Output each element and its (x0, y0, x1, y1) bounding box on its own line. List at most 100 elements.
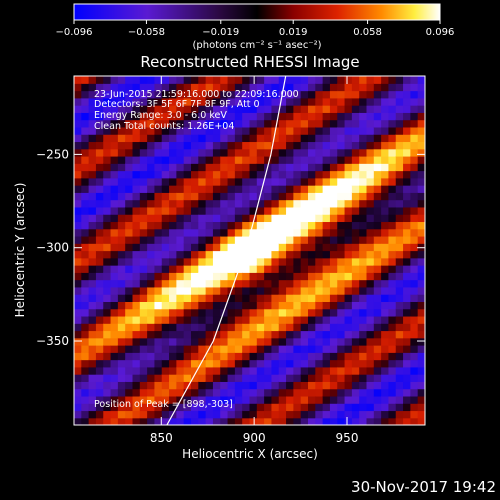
heatmap-cell (183, 272, 192, 281)
heatmap-cell (227, 323, 236, 332)
heatmap-cell (169, 214, 177, 223)
heatmap-cell (88, 76, 97, 84)
heatmap-cell (132, 250, 141, 259)
heatmap-cell (381, 417, 390, 425)
heatmap-cell (117, 352, 126, 361)
heatmap-cell (191, 381, 199, 390)
heatmap-cell (344, 134, 353, 143)
heatmap-cell (220, 345, 229, 353)
heatmap-cell (183, 199, 192, 208)
heatmap-cell (293, 83, 302, 92)
heatmap-cell (329, 345, 338, 353)
heatmap-cell (183, 257, 192, 266)
heatmap-cell (191, 279, 199, 288)
heatmap-cell (249, 243, 258, 252)
heatmap-cell (308, 388, 316, 397)
heatmap-cell (95, 374, 104, 382)
heatmap-cell (264, 352, 273, 361)
heatmap-cell (366, 199, 375, 208)
heatmap-cell (329, 286, 338, 295)
heatmap-cell (147, 265, 156, 273)
heatmap-cell (410, 141, 419, 150)
heatmap-cell (322, 279, 331, 288)
heatmap-cell (249, 265, 258, 273)
heatmap-cell (191, 185, 199, 193)
heatmap-cell (344, 199, 353, 208)
heatmap-cell (81, 119, 90, 128)
heatmap-cell (300, 395, 309, 404)
heatmap-cell (410, 395, 419, 404)
heatmap-cell (366, 90, 375, 99)
heatmap-cell (191, 272, 199, 281)
heatmap-cell (227, 417, 236, 425)
heatmap-cell (95, 243, 104, 252)
heatmap-cell (388, 315, 397, 324)
heatmap-cell (234, 279, 243, 288)
heatmap-cell (410, 243, 419, 252)
heatmap-cell (110, 417, 119, 425)
heatmap-cell (220, 148, 229, 157)
heatmap-cell (395, 294, 404, 302)
heatmap-cell (388, 410, 397, 419)
heatmap-cell (249, 345, 258, 353)
heatmap-cell (403, 381, 411, 390)
heatmap-cell (359, 105, 368, 113)
heatmap-cell (337, 199, 346, 208)
heatmap-cell (139, 119, 148, 128)
heatmap-cell (395, 83, 404, 92)
heatmap-cell (366, 97, 375, 106)
heatmap-cell (417, 403, 425, 412)
heatmap-cell (403, 330, 411, 339)
heatmap-cell (161, 134, 170, 143)
heatmap-cell (337, 97, 346, 106)
heatmap-cell (147, 192, 156, 201)
heatmap-cell (395, 221, 404, 230)
heatmap-cell (132, 352, 141, 361)
heatmap-cell (198, 112, 207, 121)
heatmap-cell (132, 359, 141, 368)
heatmap-cell (315, 410, 324, 419)
heatmap-cell (344, 381, 353, 390)
heatmap-cell (293, 286, 302, 295)
heatmap-cell (410, 352, 419, 361)
heatmap-cell (161, 214, 170, 223)
heatmap-cell (81, 279, 90, 288)
heatmap-cell (139, 294, 148, 302)
heatmap-cell (249, 286, 258, 295)
heatmap-cell (125, 279, 134, 288)
heatmap-cell (242, 228, 251, 237)
heatmap-cell (322, 243, 331, 252)
heatmap-cell (417, 141, 425, 150)
heatmap-cell (74, 141, 82, 150)
heatmap-cell (249, 185, 258, 193)
heatmap-cell (132, 337, 141, 346)
heatmap-cell (286, 352, 294, 361)
heatmap-cell (212, 337, 221, 346)
heatmap-cell (147, 410, 156, 419)
heatmap-cell (417, 105, 425, 113)
heatmap-cell (278, 265, 287, 273)
heatmap-cell (271, 301, 280, 310)
heatmap-cell (154, 126, 163, 135)
heatmap-cell (359, 265, 368, 273)
heatmap-cell (234, 148, 243, 157)
heatmap-cell (344, 206, 353, 215)
heatmap-cell (388, 185, 397, 193)
heatmap-cell (191, 366, 199, 375)
heatmap-cell (256, 279, 265, 288)
heatmap-cell (351, 410, 360, 419)
heatmap-cell (286, 257, 294, 266)
heatmap-cell (329, 395, 338, 404)
heatmap-cell (373, 134, 382, 143)
heatmap-cell (212, 90, 221, 99)
heatmap-cell (337, 155, 346, 164)
heatmap-cell (117, 192, 126, 201)
heatmap-cell (176, 126, 185, 135)
heatmap-cell (264, 417, 273, 425)
heatmap-cell (373, 105, 382, 113)
heatmap-cell (132, 192, 141, 201)
heatmap-cell (74, 228, 82, 237)
heatmap-cell (110, 330, 119, 339)
heatmap-cell (147, 148, 156, 157)
heatmap-cell (264, 170, 273, 179)
